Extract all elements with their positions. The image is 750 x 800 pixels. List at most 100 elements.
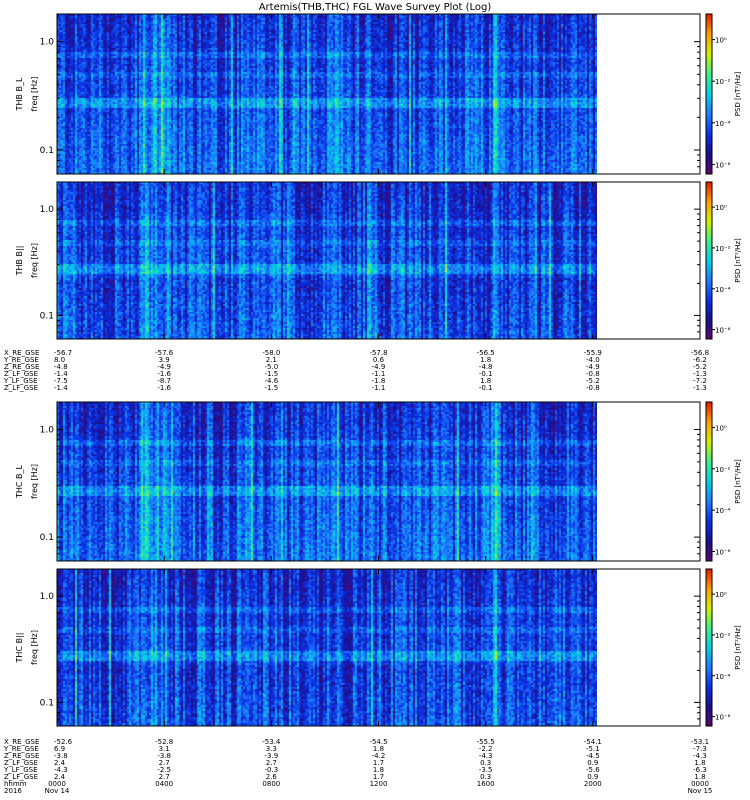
spectrogram-image [57,14,597,174]
colorbar-image [706,402,712,561]
y-tick-label: 0.1 [40,533,54,543]
colorbar-tick-label: 10⁻⁶ [715,327,731,335]
time-tick-label: 0800 [262,780,280,788]
ephem-value: -3.8 [157,752,171,760]
ephem-row-label: Y_RE_GSE [3,745,39,753]
ephem-value: 1.7 [373,773,384,781]
ephem-value: -4.0 [586,356,600,364]
ephem-row-label: Z_LF_GSE [4,759,38,767]
ephem-value: 2.7 [159,773,170,781]
ephem-value: 1.8 [694,773,705,781]
ephem-value: -1.6 [157,384,171,392]
ephem-value: -2.5 [157,766,171,774]
time-tick-label: 0000 [48,780,66,788]
ephem-value: -4.3 [54,766,68,774]
ephem-value: -4.9 [372,363,386,371]
ephem-value: -1.6 [157,370,171,378]
colorbar-label: PSD [nT²/Hz] [734,459,742,504]
ephem-value: -2.2 [479,745,493,753]
y-axis-label: freq [Hz] [30,630,39,665]
ephem-value: 0.9 [587,773,598,781]
ephem-value: 6.9 [54,745,65,753]
y-tick-label: 0.1 [40,311,54,321]
ephem-row-label: Z_RE_GSE [4,752,39,760]
y-tick-label: 1.0 [40,592,55,602]
colorbar: 10⁰ 10⁻² 10⁻⁴ 10⁻⁶ PSD [nT²/Hz] [705,401,742,562]
ephem-value: -0.8 [586,384,600,392]
spectrogram-panel: 1.0 0.1 THC B_L freq [Hz] 10⁰ 10⁻² 10⁻⁴ 10⁻⁶ PSD… [15,401,742,562]
ephem-value: 3.9 [159,356,170,364]
ephem-value: -6.3 [693,766,707,774]
ephem-value: 2.4 [54,759,66,767]
ephem-value: -56.7 [54,349,72,357]
time-tick-label: 2000 [584,780,602,788]
ephem-value: -5.2 [693,363,707,371]
time-tick-label: 1200 [370,780,388,788]
y-tick-label: 1.0 [40,38,55,48]
ephem-value: -1.8 [372,377,386,385]
date-row-label: 2016 [4,787,22,795]
ephem-row-label: Y_RE_GSE [3,356,39,364]
colorbar-tick-label: 10⁰ [715,424,727,432]
ephem-value: -4.2 [372,752,386,760]
ephem-value: -7.3 [693,745,707,753]
ephem-row-label: Z_LF_GSE [4,773,38,781]
colorbar-tick-label: 10⁻⁶ [715,714,731,722]
colorbar-frame [705,401,713,562]
colorbar-label: PSD [nT²/Hz] [734,238,742,283]
ephem-value: -57.8 [369,349,387,357]
ephem-value: -1.4 [54,370,68,378]
ephem-value: 8.0 [54,356,65,364]
y-tick-label: 0.1 [40,698,54,708]
time-tick-label: 0000 [691,780,709,788]
colorbar-tick-label: 10⁰ [715,37,727,45]
ephem-value: -57.6 [155,349,174,357]
ephem-value: -6.2 [693,356,707,364]
colorbar-tick-label: 10⁻² [715,632,731,640]
colorbar-frame [705,568,713,727]
ephem-value: -7.5 [54,377,68,385]
ephem-value: 1.8 [373,745,384,753]
colorbar-tick-label: 10⁻² [715,245,731,253]
time-tick-label: 0400 [155,780,173,788]
figure-title: Artemis(THB,THC) FGL Wave Survey Plot (L… [259,2,492,13]
colorbar-tick-label: 10⁻⁴ [715,286,731,294]
ephem-value: -54.5 [369,738,387,746]
colorbar: 10⁰ 10⁻² 10⁻⁴ 10⁻⁶ PSD [nT²/Hz] [705,568,742,727]
ephem-value: -1.5 [264,384,278,392]
ephem-value: -55.9 [584,349,602,357]
spectrogram-image [57,182,597,339]
y-axis-label: THB B_L [15,77,24,111]
ephem-value: -4.8 [479,363,493,371]
ephem-value: -1.3 [693,370,707,378]
colorbar: 10⁰ 10⁻² 10⁻⁴ 10⁻⁶ PSD [nT²/Hz] [705,13,742,175]
ephem-value: -0.8 [586,370,600,378]
colorbar-tick-label: 10⁻⁶ [715,161,731,169]
ephem-value: -58.0 [262,349,280,357]
y-axis-label: freq [Hz] [30,77,39,112]
end-date-label: Nov 15 [688,787,713,795]
ephem-value: 1.8 [480,356,491,364]
time-row-label: hhmm [4,780,27,788]
ephem-row-label: Y_LF_GSE [3,377,38,385]
y-tick-label: 1.0 [40,205,55,215]
ephem-value: -4.5 [586,752,600,760]
ephem-value: -5.0 [264,363,278,371]
ephem-value: -5.6 [586,766,600,774]
colorbar-image [706,14,712,174]
ephem-value: 3.1 [159,745,170,753]
colorbar-label: PSD [nT²/Hz] [734,71,742,116]
ephem-row-label: X_RE_GSE [4,349,39,357]
y-axis-label: THB B|| [15,246,24,277]
ephem-row-label: Z_LF_GSE [4,384,38,392]
ephem-value: -0.1 [479,384,493,392]
ephem-value: -53.1 [691,738,709,746]
y-axis-label: freq [Hz] [30,464,39,499]
start-date-label: Nov 14 [45,787,70,795]
ephem-value: -1.4 [54,384,68,392]
ephem-value: -0.1 [479,370,493,378]
ephem-value: -4.3 [693,752,707,760]
ephem-value: -4.9 [157,363,171,371]
